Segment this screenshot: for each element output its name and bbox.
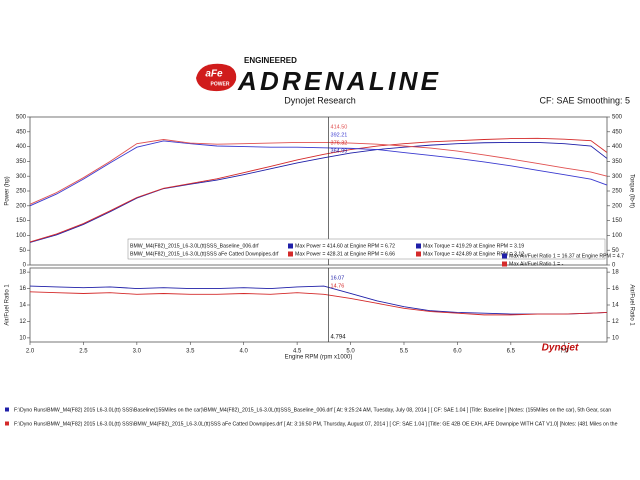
brand: aFe [205, 69, 223, 80]
x-tick-label: 6.5 [507, 349, 516, 355]
legend-stat: Max Torque = 419.29 at Engine RPM = 3.19 [423, 243, 524, 249]
y2-tick-label: 16 [612, 286, 619, 292]
plot-frame [29, 267, 608, 343]
x-tick-label: 5.0 [346, 349, 355, 355]
legend-swatch [288, 243, 293, 249]
x-tick-label: 3.0 [133, 349, 142, 355]
y2-tick-label: 450 [612, 129, 623, 135]
y2-axis-label: Air/Fuel Ratio 1 [628, 284, 634, 326]
y2-axis-label: Torque (lb-ft) [628, 174, 634, 208]
y-tick-label: 400 [16, 144, 27, 150]
series-line [29, 285, 608, 315]
run-info: F:\Dyno Runs\BMW_M4(F82) 2015 L6-3.0L(tt… [14, 407, 611, 413]
legend-stat: Max Power = 414.60 at Engine RPM = 6.72 [295, 243, 395, 249]
logo-badge [196, 63, 237, 92]
y-tick-label: 12 [19, 319, 26, 325]
run-info: F:\Dyno Runs\BMW_M4(F82) 2015 L6-3.0L(tt… [14, 421, 618, 427]
y2-tick-label: 150 [612, 218, 623, 224]
y2-tick-label: 350 [612, 159, 623, 165]
legend-swatch [502, 261, 507, 267]
legend-swatch [502, 253, 507, 259]
title: ADRENALINE [237, 66, 439, 96]
legend-stat: Max Air/Fuel Ratio 1 = - [509, 261, 564, 267]
y2-tick-label: 500 [612, 115, 623, 121]
footer: F:\Dyno Runs\BMW_M4(F82) 2015 L6-3.0L(tt… [5, 407, 618, 427]
y2-tick-label: 10 [612, 335, 619, 341]
y-tick-label: 50 [19, 248, 26, 254]
y-tick-label: 100 [16, 233, 27, 239]
x-tick-label: 5.5 [400, 349, 409, 355]
series-line [29, 291, 608, 316]
y2-tick-label: 50 [612, 248, 619, 254]
run-swatch [5, 407, 9, 412]
y2-tick-label: 12 [612, 319, 619, 325]
y-tick-label: 350 [16, 159, 27, 165]
legend-stat: Max Air/Fuel Ratio 1 = 16.37 at Engine R… [509, 253, 624, 259]
legend-box [127, 238, 606, 260]
dynojet-logo: Dynojet [542, 343, 579, 354]
y2-tick-label: 400 [612, 144, 623, 150]
y2-tick-label: 0 [612, 263, 616, 269]
y-tick-label: 16 [19, 286, 26, 292]
y-tick-label: 18 [19, 270, 26, 276]
cursor-value: 414.50 [331, 124, 348, 130]
y2-tick-label: 200 [612, 203, 623, 209]
brand-sub: POWER [211, 81, 230, 87]
x-tick-label: 3.5 [186, 349, 195, 355]
settings: CF: SAE Smoothing: 5 [539, 95, 630, 105]
y-tick-label: 10 [19, 335, 26, 341]
y2-tick-label: 100 [612, 233, 623, 239]
x-tick-label: 2.5 [79, 349, 88, 355]
x-tick-label: 4.5 [293, 349, 302, 355]
y-tick-label: 300 [16, 174, 27, 180]
legend-file: BMW_M4(F82)_2015_L6-3.0L(tt)SSS_Baseline… [130, 243, 259, 249]
cursor-x-value: 4.794 [331, 335, 347, 341]
subtitle: Dynojet Research [284, 95, 356, 105]
tagline: ENGINEERED [244, 56, 297, 65]
x-tick-label: 2.0 [26, 349, 35, 355]
series-line [29, 139, 608, 205]
cursor-value: 364.99 [331, 148, 348, 154]
y2-tick-label: 250 [612, 189, 623, 195]
x-tick-label: 7.0 [560, 349, 569, 355]
y2-tick-label: 18 [612, 270, 619, 276]
legend-file: BMW_M4(F82)_2015_L6-3.0L(tt)SSS aFe Catt… [130, 251, 279, 257]
legend-stat: Max Power = 428.31 at Engine RPM = 6.66 [295, 251, 395, 257]
y-tick-label: 450 [16, 129, 27, 135]
logo: aFe POWER ENGINEERED ADRENALINE [196, 56, 439, 96]
cursor-value: 16.07 [331, 275, 345, 281]
x-axis-label: Engine RPM (rpm x1000) [285, 355, 353, 361]
legend-stat: Max Torque = 424.89 at Engine RPM = 3.12 [423, 251, 524, 257]
y-tick-label: 150 [16, 218, 27, 224]
legend-swatch [416, 251, 421, 257]
x-tick-label: 4.0 [240, 349, 249, 355]
cursor-value: 376.32 [331, 140, 348, 146]
run-swatch [5, 421, 9, 426]
y-tick-label: 250 [16, 189, 27, 195]
series-line [29, 142, 608, 243]
y-axis-label: Air/Fuel Ratio 1 [5, 284, 11, 326]
series-line [29, 137, 608, 243]
y2-tick-label: 14 [612, 303, 619, 309]
legend-swatch [288, 251, 293, 257]
y-tick-label: 200 [16, 203, 27, 209]
cursor-value: 392.21 [331, 132, 348, 138]
y-tick-label: 14 [19, 303, 26, 309]
x-tick-label: 6.0 [453, 349, 462, 355]
series-line [29, 140, 608, 207]
y-tick-label: 0 [23, 263, 27, 269]
y-axis-label: Power (hp) [5, 176, 11, 205]
cursor-value: 14.76 [331, 283, 345, 289]
y-tick-label: 500 [16, 115, 27, 121]
y2-tick-label: 300 [612, 174, 623, 180]
legend-swatch [416, 243, 421, 249]
